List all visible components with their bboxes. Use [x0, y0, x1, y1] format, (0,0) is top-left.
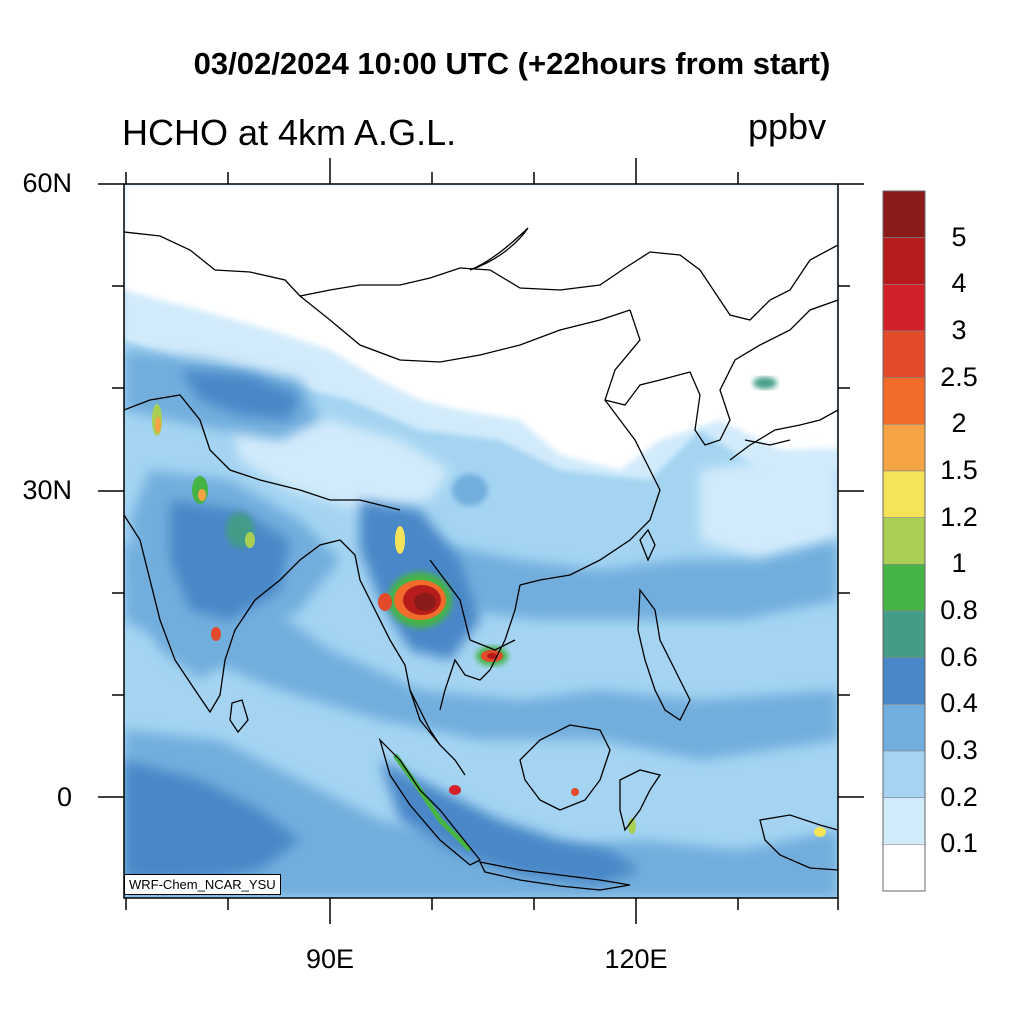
model-credit: WRF-Chem_NCAR_YSU — [124, 874, 281, 895]
colorbar-label: 1.2 — [940, 501, 978, 532]
colorbar — [882, 190, 926, 892]
colorbar-label: 0.6 — [940, 641, 978, 672]
colorbar-label: 0.4 — [940, 688, 978, 719]
colorbar-box — [882, 564, 926, 612]
coastlines — [124, 227, 838, 891]
colorbar-label: 0.3 — [940, 735, 978, 765]
units-label: ppbv — [748, 106, 827, 147]
lon-label-120e: 120E — [604, 944, 668, 974]
colorbar-box — [882, 517, 926, 565]
plot-frame — [123, 183, 839, 899]
colorbar-box — [882, 377, 926, 425]
colorbar-label: 0.8 — [940, 595, 978, 625]
colorbar-box — [882, 657, 926, 705]
colorbar-box — [882, 750, 926, 798]
colorbar-label: 1.5 — [940, 455, 978, 485]
axis-ticks — [98, 158, 864, 924]
colorbar-label: 2.5 — [940, 361, 978, 392]
hotspot-myanmar-thailand — [378, 526, 452, 628]
colorbar-label: 3 — [951, 315, 967, 345]
colorbar-box — [882, 797, 926, 845]
colorbar-box — [882, 704, 926, 752]
hotspot-india — [152, 404, 255, 641]
lat-label-0: 0 — [56, 782, 72, 812]
variable-label: HCHO at 4km A.G.L. — [122, 112, 457, 153]
lat-label-30n: 30N — [22, 475, 72, 505]
lon-label-90e: 90E — [305, 944, 355, 974]
lat-label-60n: 60N — [22, 168, 72, 198]
colorbar-box — [882, 844, 926, 892]
colorbar-box — [882, 610, 926, 658]
colorbar-label: 2 — [951, 408, 967, 439]
colorbar-label: 1 — [951, 548, 967, 579]
colorbar-label: 0.2 — [940, 781, 978, 812]
colorbar-label: 5 — [951, 221, 967, 252]
colorbar-box — [882, 424, 926, 472]
hcho-field — [124, 184, 838, 898]
colorbar-box — [882, 237, 926, 285]
main-title: 03/02/2024 10:00 UTC (+22hours from star… — [193, 46, 831, 81]
colorbar-label: 0.1 — [940, 828, 978, 859]
colorbar-outline — [882, 190, 926, 892]
colorbar-box — [882, 470, 926, 518]
colorbar-label: 4 — [951, 268, 967, 299]
colorbar-box — [882, 284, 926, 332]
colorbar-box — [882, 330, 926, 378]
colorbar-box — [882, 190, 926, 238]
